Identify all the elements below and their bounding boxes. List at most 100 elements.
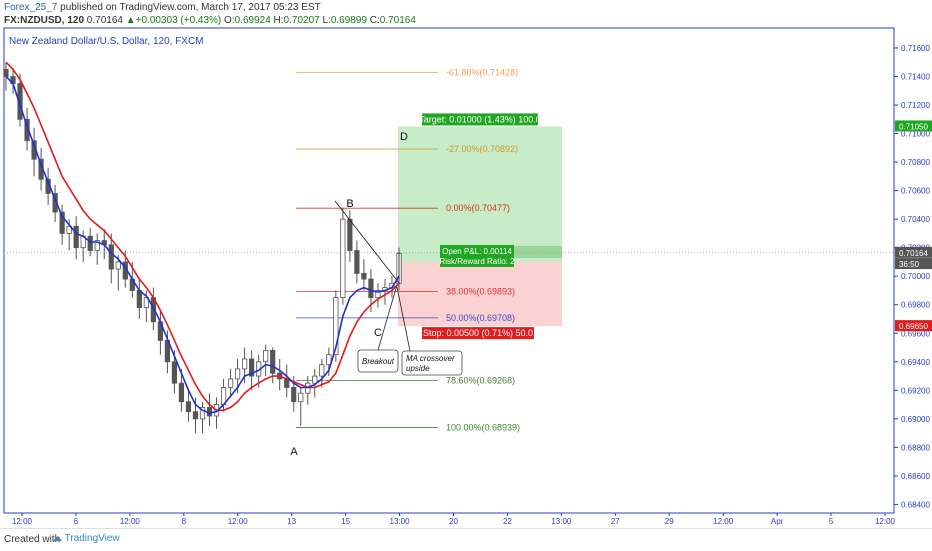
- footer-bar: Created with ☁ TradingView: [0, 528, 932, 551]
- time-tick-label: 12:00: [12, 517, 33, 526]
- price-tick-label: 0.70800: [901, 158, 930, 167]
- time-tick-label: 12:00: [875, 517, 896, 526]
- price-tick-label: 0.69400: [901, 358, 930, 367]
- time-tick-label: 29: [665, 517, 674, 526]
- stop-label: Stop: 0.00500 (0.71%) 50.0: [423, 328, 533, 338]
- price-badge-bg: [895, 120, 932, 132]
- breakout-pointer: [377, 284, 398, 351]
- candle-body: [227, 378, 234, 388]
- ma-crossover-text-2: upside: [406, 364, 430, 373]
- candle-body: [178, 382, 185, 403]
- low-value: 0.69899: [330, 15, 367, 26]
- ma-crossover-pointer: [396, 286, 411, 352]
- price-tick-label: 0.69800: [901, 301, 930, 310]
- candle-body: [73, 225, 79, 249]
- point-label-a: A: [290, 446, 298, 458]
- price-tick-label: 0.70000: [901, 272, 930, 281]
- author-link[interactable]: Forex_25_7: [4, 2, 58, 13]
- created-with-text: Created with: [4, 534, 61, 545]
- price-tick-label: 0.70400: [901, 215, 930, 224]
- time-tick-label: 12:00: [228, 517, 249, 526]
- price-tick-label: 0.69600: [901, 329, 930, 338]
- price-change: +0.00303 (+0.43%): [135, 15, 222, 26]
- published-text: published on TradingView.com, March 17, …: [60, 2, 321, 13]
- price-axis[interactable]: 0.71600 0.71400 0.71200 0.71000 0.70800 0.706…: [893, 28, 932, 513]
- candle-body: [270, 349, 276, 374]
- fib-label-5: 78.60%(0.69268): [446, 376, 515, 386]
- low-label: L:: [322, 15, 331, 26]
- chart-title: New Zealand Dollar/U.S. Dollar, 120, FXC…: [9, 36, 204, 47]
- candle-body: [340, 218, 346, 299]
- target-label-bg: [422, 113, 538, 126]
- last-price: 0.70164: [86, 15, 123, 26]
- price-badge-label: 36:50: [899, 260, 920, 269]
- price-tick-label: 0.69000: [901, 415, 930, 424]
- price-badge-bg: [895, 246, 932, 258]
- price-tick-label: 0.71000: [901, 130, 930, 139]
- open-label: O:: [224, 15, 235, 26]
- candle-body: [333, 297, 339, 356]
- price-badge-bg: [895, 258, 932, 270]
- price-tick-label: 0.71600: [901, 44, 930, 53]
- breakout-text: Breakout: [362, 357, 395, 366]
- time-tick-label: 12:00: [120, 517, 141, 526]
- price-chart[interactable]: New Zealand Dollar/U.S. Dollar, 120, FXC…: [0, 0, 932, 528]
- candle-body: [87, 235, 93, 251]
- candle-body: [249, 358, 255, 377]
- candle-body: [242, 358, 248, 370]
- candle-body: [361, 272, 367, 280]
- trendline-b: [334, 200, 400, 284]
- candle-body: [368, 278, 374, 299]
- cloud-icon: ☁: [52, 533, 62, 544]
- point-label-b: B: [346, 198, 353, 210]
- ma-crossover-callout: [401, 350, 463, 376]
- time-tick-label: 8: [182, 517, 187, 526]
- fib-label-2: 0.00%(0.70477): [446, 203, 510, 213]
- pnl-label: Open P&L: 0.00114: [442, 247, 512, 256]
- ma-fast-line: [5, 75, 400, 414]
- candle-body: [66, 225, 72, 234]
- close-value: 0.70164: [379, 15, 416, 26]
- price-tick-label: 0.68400: [901, 500, 930, 509]
- time-tick-label: 27: [611, 517, 620, 526]
- price-tick-label: 0.69200: [901, 386, 930, 395]
- point-label-c: C: [374, 327, 382, 339]
- price-tick-label: 0.70600: [901, 187, 930, 196]
- fib-label-4: 50.00%(0.69708): [446, 313, 515, 323]
- candle-body: [326, 354, 332, 366]
- point-label-d: D: [400, 131, 408, 143]
- publish-line: Forex_25_7 published on TradingView.com,…: [4, 2, 321, 13]
- candle-body: [298, 392, 304, 403]
- time-axis[interactable]: 12:00 6 12:00 8 12:00 13 15 13:00 20 22 13:00 27 29 1…: [4, 512, 896, 526]
- chart-header: Forex_25_7 published on TradingView.com,…: [0, 0, 932, 28]
- price-tick-label: 0.71200: [901, 101, 930, 110]
- price-tick-label: 0.71400: [901, 73, 930, 82]
- breakout-callout: [357, 349, 399, 373]
- ma-crossover-text-1: MA crossover: [406, 354, 455, 363]
- open-value: 0.69924: [234, 15, 271, 26]
- target-label: Target: 0.01000 (1.43%) 100.0: [419, 114, 541, 124]
- high-label: H:: [273, 15, 284, 26]
- time-tick-label: 12:00: [713, 517, 734, 526]
- stop-label-bg: [422, 327, 534, 340]
- candle-body: [171, 361, 178, 384]
- stop-zone: [398, 261, 562, 327]
- time-tick-label: 5: [829, 517, 834, 526]
- tradingview-logo[interactable]: ☁ TradingView: [52, 533, 120, 544]
- time-tick-label: 13:00: [551, 517, 572, 526]
- price-badge-label: 0.71050: [899, 122, 928, 131]
- candle-body: [115, 261, 121, 270]
- candle-body: [234, 368, 241, 380]
- candle-body: [17, 83, 23, 120]
- candle-body: [108, 244, 114, 270]
- fib-label-3: 38.00%(0.69893): [446, 286, 515, 296]
- time-tick-label: 15: [341, 517, 350, 526]
- time-tick-label: 20: [449, 517, 458, 526]
- close-label: C:: [369, 15, 380, 26]
- candle-body: [136, 290, 142, 308]
- ma-slow-line: [5, 61, 400, 412]
- candle-body: [375, 290, 381, 299]
- candle-body: [354, 250, 360, 274]
- time-tick-label: 13: [287, 517, 296, 526]
